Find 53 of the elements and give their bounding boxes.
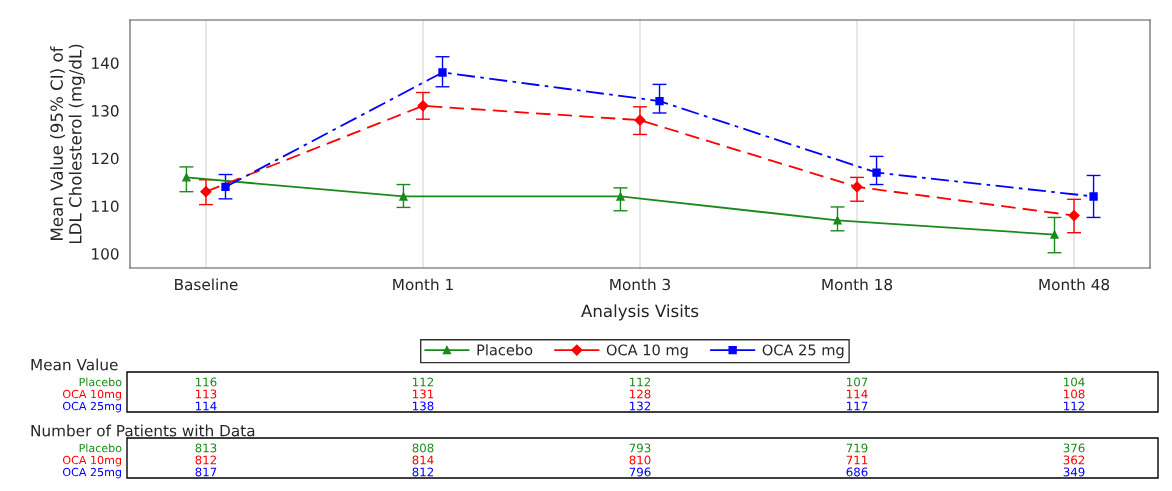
- text: Placebo: [79, 377, 122, 387]
- data-label: 116: [195, 377, 217, 387]
- data-label: 131: [413, 389, 434, 399]
- text: 796: [629, 467, 651, 477]
- text: 812: [412, 467, 434, 477]
- x-tick-label: Month 48: [1039, 278, 1110, 291]
- data-label: 128: [630, 389, 651, 399]
- data-label: 112: [630, 377, 651, 387]
- data-label: 107: [847, 377, 868, 387]
- legend-label: OCA 10 mg: [606, 344, 688, 359]
- data-label: 117: [847, 401, 868, 411]
- data-label: 112: [1064, 401, 1085, 411]
- x-tick-label: Month 1: [393, 278, 453, 291]
- y-tick-label: 130: [92, 105, 119, 117]
- text: 719: [846, 443, 868, 453]
- text: 349: [1063, 467, 1085, 477]
- text: 376: [1063, 443, 1085, 453]
- y-tick-label: 100: [92, 248, 119, 260]
- text: 808: [412, 443, 434, 453]
- x-tick-label: Month 18: [822, 278, 893, 291]
- y-tick-label: 140: [92, 57, 119, 69]
- x-tick-label: Baseline: [175, 278, 238, 291]
- x-axis-title: Analysis Visits: [581, 304, 699, 321]
- text: Mean Value: [31, 358, 118, 371]
- text: 686: [846, 467, 868, 477]
- text: OCA 25mg: [62, 401, 121, 413]
- y-tick-label: 110: [92, 200, 119, 213]
- text: 813: [195, 443, 217, 453]
- text: OCA 25mg: [62, 467, 121, 479]
- data-label: 114: [847, 389, 868, 399]
- data-label: 114: [195, 401, 217, 411]
- text: 814: [412, 455, 434, 465]
- data-label: 138: [413, 401, 434, 411]
- text: OCA 10mg: [62, 455, 121, 467]
- data-label: 112: [413, 377, 434, 387]
- text: 711: [846, 455, 868, 465]
- y-axis-title: Mean Value (95% CI) of LDL Cholesterol (mg/dL): [50, 44, 85, 244]
- text: 793: [629, 443, 651, 453]
- text: 812: [195, 455, 217, 465]
- data-label: 113: [195, 389, 217, 399]
- text: 362: [1063, 455, 1085, 465]
- text: 817: [195, 467, 217, 477]
- y-tick-label: 120: [92, 152, 119, 165]
- text: 810: [629, 455, 651, 465]
- legend-label: Placebo: [477, 344, 533, 356]
- data-label: 104: [1064, 377, 1085, 387]
- data-label: 132: [630, 401, 651, 411]
- text: Placebo: [79, 443, 122, 453]
- legend-label: OCA 25 mg: [762, 344, 844, 359]
- x-tick-label: Month 3: [610, 278, 671, 291]
- text: Number of Patients with Data: [31, 424, 255, 437]
- data-label: 108: [1064, 389, 1085, 399]
- text: OCA 10mg: [62, 389, 121, 401]
